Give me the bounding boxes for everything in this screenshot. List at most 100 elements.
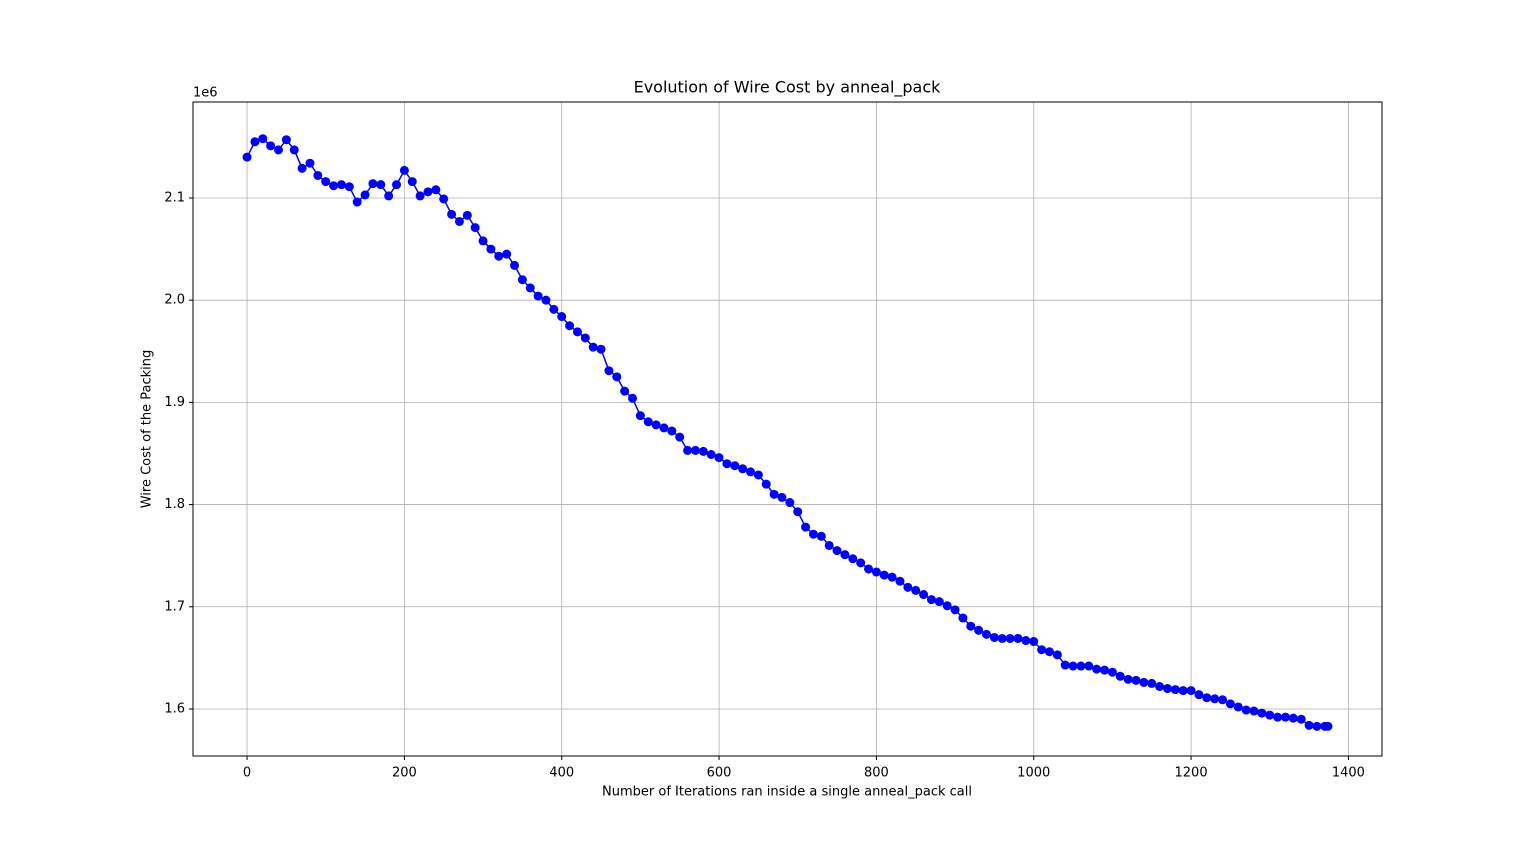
data-point <box>667 426 677 436</box>
data-point <box>997 633 1007 643</box>
data-point <box>392 180 402 190</box>
data-point <box>761 479 771 489</box>
data-point <box>683 445 693 455</box>
data-point <box>462 210 472 220</box>
data-point <box>643 417 653 427</box>
x-tick-label: 200 <box>392 766 417 781</box>
data-point <box>1060 660 1070 670</box>
data-point <box>793 507 803 517</box>
data-point <box>966 621 976 631</box>
data-point <box>1273 712 1283 722</box>
data-point <box>1210 694 1220 704</box>
data-point <box>360 190 370 200</box>
data-point <box>832 546 842 556</box>
data-point <box>510 260 520 270</box>
data-point <box>1257 708 1267 718</box>
data-point <box>950 605 960 615</box>
x-tick-label: 0 <box>243 766 251 781</box>
data-point <box>1304 720 1314 730</box>
x-tick-label: 600 <box>707 766 732 781</box>
data-point <box>321 177 331 187</box>
x-tick-label: 400 <box>549 766 574 781</box>
data-point <box>730 461 740 471</box>
data-point <box>903 582 913 592</box>
data-point <box>816 531 826 541</box>
x-tick-label: 1400 <box>1332 766 1365 781</box>
data-point <box>1100 665 1110 675</box>
data-point <box>1107 667 1117 677</box>
data-point <box>596 344 606 354</box>
data-point <box>698 446 708 456</box>
data-point <box>352 197 362 207</box>
data-point <box>1084 661 1094 671</box>
y-tick-label: 1.9 <box>164 395 185 410</box>
data-point <box>659 423 669 433</box>
data-point <box>525 283 535 293</box>
data-point <box>801 522 811 532</box>
data-point <box>1241 705 1251 715</box>
data-point <box>942 601 952 611</box>
data-point <box>785 498 795 508</box>
data-point <box>738 464 748 474</box>
data-point <box>329 181 339 191</box>
data-point <box>722 459 732 469</box>
data-point <box>494 251 504 261</box>
data-point <box>274 145 284 155</box>
data-point <box>1178 686 1188 696</box>
y-tick-label: 1.7 <box>164 599 185 614</box>
data-point <box>1092 664 1102 674</box>
data-point <box>1249 706 1259 716</box>
data-point <box>604 366 614 376</box>
data-point <box>336 180 346 190</box>
data-point <box>557 312 567 322</box>
data-point <box>1162 684 1172 694</box>
data-point <box>714 453 724 463</box>
data-point <box>376 180 386 190</box>
data-point <box>305 158 315 168</box>
data-point <box>1170 685 1180 695</box>
data-point <box>470 223 480 233</box>
data-point <box>635 411 645 421</box>
chart-title: Evolution of Wire Cost by anneal_pack <box>634 78 942 98</box>
data-point <box>1123 674 1133 684</box>
data-point <box>1265 710 1275 720</box>
x-axis-label: Number of Iterations ran inside a single… <box>602 785 972 800</box>
data-point <box>1068 661 1078 671</box>
data-point <box>1202 693 1212 703</box>
data-point <box>808 529 818 539</box>
data-point <box>777 492 787 502</box>
data-point <box>1052 650 1062 660</box>
data-point <box>1013 633 1023 643</box>
data-point <box>974 625 984 635</box>
data-point <box>651 420 661 430</box>
x-tick-label: 1000 <box>1017 766 1050 781</box>
data-point <box>289 145 299 155</box>
data-point <box>266 141 276 151</box>
y-tick-label: 1.6 <box>164 701 185 716</box>
data-point <box>989 632 999 642</box>
data-point <box>344 182 354 192</box>
x-tick-label: 1200 <box>1175 766 1208 781</box>
data-point <box>368 179 378 189</box>
data-point <box>242 152 252 162</box>
data-point <box>746 467 756 477</box>
data-point <box>1312 721 1322 731</box>
data-point <box>1021 636 1031 646</box>
data-point <box>399 165 409 175</box>
data-point <box>1225 699 1235 709</box>
data-point <box>769 489 779 499</box>
data-line <box>246 137 1328 728</box>
data-point <box>1280 712 1290 722</box>
data-point <box>879 570 889 580</box>
data-point <box>384 191 394 201</box>
data-point <box>1288 713 1298 723</box>
data-point <box>431 185 441 195</box>
data-point <box>926 595 936 605</box>
data-point <box>313 170 323 180</box>
data-point <box>753 470 763 480</box>
data-point <box>1147 678 1157 688</box>
data-point <box>1155 682 1165 692</box>
data-point <box>580 333 590 343</box>
data-point <box>675 432 685 442</box>
data-point <box>848 554 858 564</box>
